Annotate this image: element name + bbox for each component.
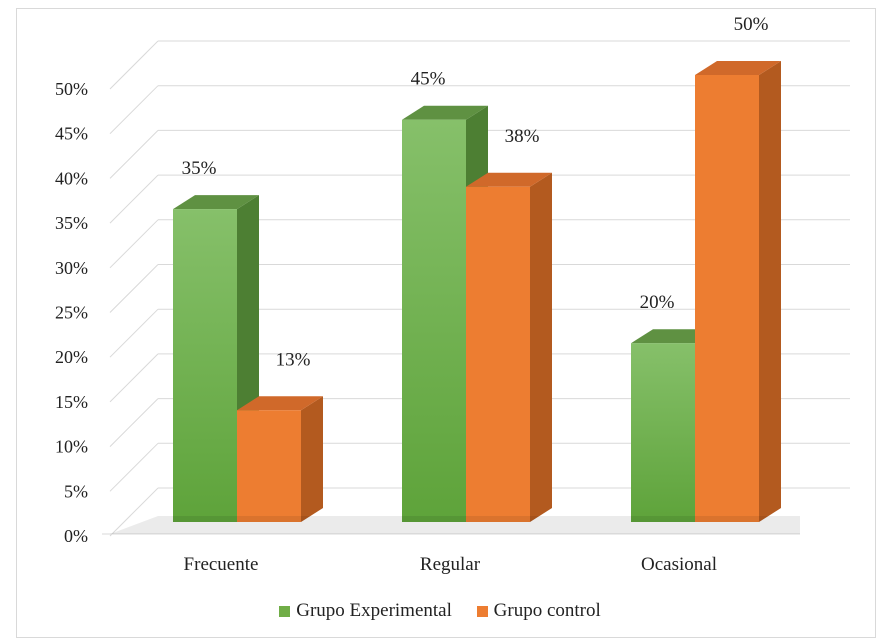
data-label: 45% (411, 69, 446, 90)
x-category-label: Frecuente (184, 554, 259, 575)
data-label: 50% (734, 14, 769, 35)
bar-side (759, 61, 781, 522)
bar-top (466, 172, 552, 187)
gridline-slant (109, 264, 159, 313)
bar-front (466, 186, 530, 522)
y-tick-label: 20% (55, 347, 88, 367)
legend-label-control: Grupo control (493, 600, 601, 621)
y-tick-label: 0% (64, 526, 88, 546)
y-tick-label: 30% (55, 258, 88, 278)
y-tick-label: 15% (55, 392, 88, 412)
gridline-slant (109, 398, 159, 447)
bar-front (695, 75, 759, 522)
bar-side (301, 396, 323, 522)
legend-item-experimental: Grupo Experimental (279, 600, 452, 622)
gridline-slant (109, 174, 159, 224)
bar-top (237, 396, 323, 411)
legend-swatch-control (476, 605, 488, 617)
bars: 35% 13% 45% 38% 20% 50% (110, 14, 800, 534)
bar-ocasional-control: 50% (695, 14, 781, 522)
data-label: 13% (276, 349, 311, 370)
bar-top (402, 105, 488, 120)
y-tick-label: 40% (55, 168, 88, 188)
gridline-slant (109, 219, 159, 269)
floor-shadow (110, 516, 800, 534)
y-tick-label: 50% (55, 79, 88, 99)
y-tick-label: 45% (55, 124, 88, 144)
bar-side (530, 172, 552, 522)
gridline-slant (109, 130, 159, 179)
bar-regular-control: 38% (466, 126, 552, 522)
x-category-label: Regular (420, 554, 481, 575)
data-label: 38% (505, 126, 540, 147)
gridline-slant (109, 308, 159, 358)
y-tick-label: 25% (55, 303, 88, 323)
bar-front (402, 119, 466, 522)
bar-front (237, 410, 301, 522)
gridline-slant (109, 85, 159, 135)
bar-front (173, 209, 237, 522)
gridline-slant (109, 40, 159, 90)
bar-top (695, 61, 781, 75)
legend-item-control: Grupo control (476, 600, 601, 622)
bar-top (173, 195, 259, 210)
y-tick-label: 35% (55, 213, 88, 233)
x-axis-categories: Frecuente Regular Ocasional (184, 554, 717, 575)
legend-swatch-experimental (279, 605, 291, 617)
y-tick-label: 5% (64, 481, 88, 501)
bar-frecuente-control: 13% (237, 349, 323, 522)
legend-label-experimental: Grupo Experimental (296, 600, 452, 621)
data-label: 20% (640, 292, 675, 313)
y-tick-label: 10% (55, 437, 88, 457)
gridline-slant (109, 442, 159, 492)
bar-front (631, 343, 695, 522)
y-axis-ticks: 0% 5% 10% 15% 20% 25% 30% 35% 40% 45% 50% (55, 79, 88, 546)
data-label: 35% (182, 158, 217, 179)
gridline-slant (109, 353, 159, 403)
bar-chart-3d: 0% 5% 10% 15% 20% 25% 30% 35% 40% 45% 50% 35% 13% 45… (55, 14, 850, 575)
legend: Grupo Experimental Grupo control (0, 600, 880, 623)
gridline-slant (109, 487, 159, 537)
x-category-label: Ocasional (641, 554, 717, 575)
